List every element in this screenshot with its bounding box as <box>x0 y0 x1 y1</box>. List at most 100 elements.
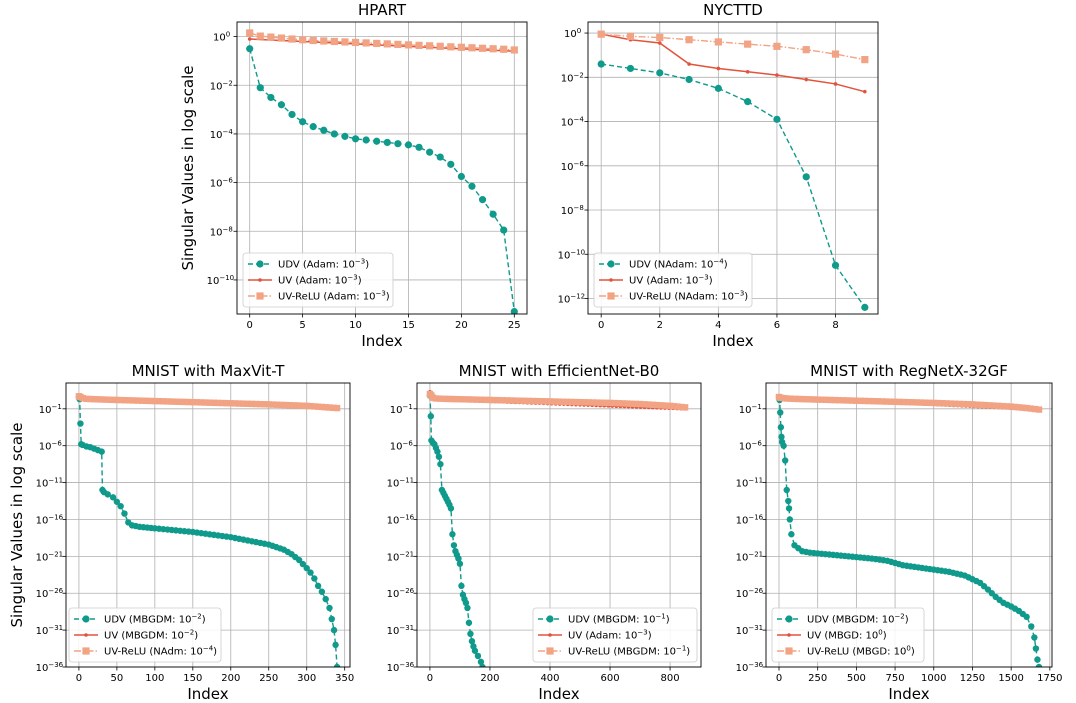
data-point <box>98 448 105 455</box>
axes-frame <box>416 382 702 668</box>
data-point <box>198 399 205 406</box>
y-tick-label: 10−11 <box>736 477 764 490</box>
series-udv <box>246 45 518 314</box>
legend-label: UV-ReLU (MBGDM: 10−1) <box>568 645 690 658</box>
series-line <box>429 395 484 667</box>
data-point <box>326 604 333 612</box>
data-point <box>109 494 117 501</box>
x-tick-label: 500 <box>847 673 866 684</box>
data-point <box>499 397 507 404</box>
legend-item-uv: UV (MBGD: 100) <box>777 629 887 642</box>
legend-label: UDV (MBGDM: 10−2) <box>807 613 909 626</box>
data-point <box>130 397 137 404</box>
data-point <box>883 398 890 405</box>
x-tick-label: 0 <box>247 320 253 331</box>
chart-panel-1: 0 5 10 15 20 25 100 10−2 10−4 10−6 10−8 10−10 HPART I… <box>179 1 528 350</box>
series-uv-relu <box>246 29 518 54</box>
data-point <box>278 401 285 409</box>
data-point <box>311 575 318 582</box>
data-point <box>449 531 456 538</box>
legend-label: UV (Adam: 10−3) <box>278 274 362 287</box>
data-point <box>773 42 781 50</box>
data-point <box>455 555 462 562</box>
y-tick-label: 10−31 <box>36 624 64 637</box>
data-point <box>328 615 335 623</box>
data-point <box>656 69 664 77</box>
data-point <box>109 396 117 404</box>
legend-swatch-marker <box>548 633 552 637</box>
data-point <box>373 137 381 145</box>
data-point <box>330 37 338 46</box>
data-point <box>193 399 201 406</box>
legend-swatch-marker <box>256 260 264 268</box>
legend-item-udv: UDV (MBGDM: 10−1) <box>538 613 670 626</box>
data-point <box>373 39 381 48</box>
data-point <box>775 73 779 77</box>
data-point <box>318 403 326 411</box>
data-point <box>307 402 314 410</box>
chart-title: MNIST with EfficientNet-B0 <box>459 362 660 380</box>
y-tick-label: 10−21 <box>736 550 764 563</box>
chart-panel-2: 0 2 4 6 8 100 10−2 10−4 10−6 10−8 10−10 10−12 NYCTTD… <box>558 1 879 350</box>
data-point <box>482 396 489 404</box>
data-point <box>206 399 213 406</box>
data-point <box>602 399 609 407</box>
data-point <box>799 395 806 403</box>
legend-item-uv-relu: UV-ReLU (MBGD: 100) <box>777 645 915 658</box>
data-point <box>662 402 669 409</box>
data-point <box>117 396 125 404</box>
legend-swatch-marker <box>546 647 554 655</box>
legend-swatch-marker <box>785 647 793 655</box>
data-point <box>94 396 102 403</box>
legend-item-uv-relu: UV-ReLU (NAdm: 10−4) <box>74 645 217 658</box>
data-point <box>986 402 993 409</box>
data-point <box>299 118 307 126</box>
data-point <box>277 34 286 42</box>
data-point <box>341 132 349 140</box>
data-point <box>489 45 497 53</box>
y-tick-label: 10−31 <box>736 624 764 637</box>
data-point <box>465 396 472 403</box>
data-point <box>521 397 528 405</box>
y-tick-label: 10−1 <box>739 403 762 416</box>
data-point <box>806 396 814 403</box>
data-point <box>252 400 260 408</box>
data-point <box>461 396 468 403</box>
data-point <box>1031 405 1039 413</box>
y-tick-label: 10−10 <box>207 274 235 287</box>
data-point <box>126 397 133 404</box>
y-tick-label: 10−26 <box>736 587 764 600</box>
data-point <box>568 398 575 406</box>
y-tick-label: 10−12 <box>558 293 586 306</box>
data-point <box>623 400 631 407</box>
y-axis-label: Singular Values in log scale <box>179 65 197 270</box>
legend-label: UDV (NAdam: 10−4) <box>629 258 728 271</box>
data-point <box>887 398 894 405</box>
x-axis-label: Index <box>888 685 929 703</box>
data-point <box>934 399 942 407</box>
data-point <box>783 395 790 402</box>
data-point <box>896 398 903 406</box>
x-tick-label: 1000 <box>921 673 946 684</box>
data-point <box>1028 623 1035 630</box>
x-tick-label: 250 <box>808 673 827 684</box>
data-point <box>478 196 487 204</box>
data-point <box>267 93 275 102</box>
data-point <box>611 399 618 407</box>
data-point <box>113 396 121 404</box>
data-point <box>960 400 968 408</box>
data-point <box>330 404 337 412</box>
x-tick-label: 750 <box>886 673 905 684</box>
data-point <box>921 399 929 406</box>
data-point <box>500 226 508 234</box>
data-point <box>615 400 622 407</box>
y-tick-label: 10−4 <box>561 116 585 129</box>
data-point <box>525 397 532 405</box>
legend-box <box>242 252 394 308</box>
x-tick-label: 200 <box>480 673 499 684</box>
data-point <box>320 126 328 134</box>
axes-frame <box>587 21 879 315</box>
chart-title: NYCTTD <box>703 1 763 19</box>
y-tick-label: 10−26 <box>387 587 415 600</box>
x-tick-label: 250 <box>259 673 278 684</box>
